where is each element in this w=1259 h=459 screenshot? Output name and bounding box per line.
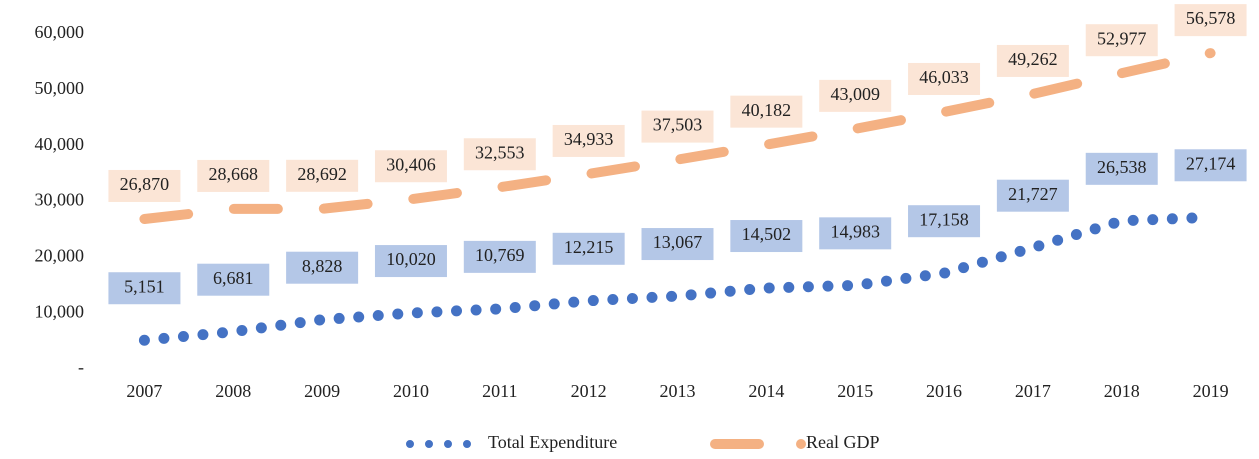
label-box: [1174, 4, 1247, 37]
legend-marker: [796, 439, 806, 449]
label-box: [552, 232, 625, 265]
label-box: [374, 245, 447, 278]
data-label: 12,215: [564, 237, 614, 257]
data-label: 26,538: [1097, 157, 1147, 177]
label-box: [819, 79, 892, 112]
label-box: [996, 44, 1069, 77]
data-label: 17,158: [919, 209, 969, 229]
label-box: [996, 179, 1069, 212]
x-tick-label: 2019: [1193, 381, 1229, 401]
label-box: [1085, 24, 1158, 57]
data-label: 56,578: [1186, 8, 1236, 28]
label-box: [374, 150, 447, 183]
data-label: 13,067: [653, 232, 703, 252]
data-label: 10,769: [475, 245, 525, 265]
data-label: 8,828: [302, 256, 343, 276]
label-box: [197, 159, 270, 192]
x-tick-label: 2016: [926, 381, 962, 401]
x-tick-label: 2018: [1104, 381, 1140, 401]
data-label: 32,553: [475, 142, 525, 162]
data-label: 27,174: [1186, 153, 1236, 173]
data-label: 43,009: [830, 84, 880, 104]
label-box: [908, 205, 981, 238]
x-tick-label: 2014: [748, 381, 784, 401]
label-box: [286, 159, 359, 192]
label-box: [197, 263, 270, 296]
x-tick-label: 2017: [1015, 381, 1051, 401]
data-label: 40,182: [742, 100, 792, 120]
label-box: [463, 138, 536, 171]
x-tick-label: 2013: [660, 381, 696, 401]
x-tick-label: 2009: [304, 381, 340, 401]
label-box: [1174, 149, 1247, 182]
x-tick-label: 2008: [215, 381, 251, 401]
label-box: [108, 272, 181, 305]
label-box: [1085, 152, 1158, 185]
label-box: [641, 228, 714, 261]
data-label: 34,933: [564, 129, 614, 149]
series-line: [138, 211, 1217, 346]
data-label: 5,151: [124, 276, 165, 296]
label-box: [552, 124, 625, 157]
label-box: [730, 220, 803, 253]
label-box: [730, 95, 803, 128]
data-label: 46,033: [919, 67, 969, 87]
x-tick-label: 2011: [482, 381, 517, 401]
legend-label: Total Expenditure: [488, 432, 617, 452]
legend-label: Real GDP: [806, 432, 880, 452]
label-box: [108, 169, 181, 202]
data-label: 49,262: [1008, 49, 1058, 69]
label-box: [908, 62, 981, 95]
x-tick-label: 2007: [126, 381, 162, 401]
y-tick-label: 40,000: [35, 134, 85, 154]
y-tick-label: 60,000: [35, 22, 85, 42]
y-tick-label: 20,000: [35, 245, 85, 265]
y-tick-label: 50,000: [35, 78, 85, 98]
data-label: 10,020: [386, 249, 436, 269]
data-label: 14,983: [830, 221, 880, 241]
y-tick-label: 30,000: [35, 190, 85, 210]
label-box: [819, 217, 892, 250]
data-label: 28,692: [297, 164, 347, 184]
data-label: 28,668: [209, 164, 259, 184]
data-label: 14,502: [742, 224, 792, 244]
y-tick-label: 10,000: [35, 301, 85, 321]
label-box: [286, 251, 359, 284]
data-label: 26,870: [120, 174, 170, 194]
data-label: 37,503: [653, 115, 703, 135]
y-tick-label: -: [78, 357, 84, 377]
data-label: 52,977: [1097, 28, 1147, 48]
data-label: 21,727: [1008, 184, 1058, 204]
data-label: 30,406: [386, 154, 436, 174]
label-box: [463, 240, 536, 273]
x-tick-label: 2010: [393, 381, 429, 401]
label-box: [641, 110, 714, 143]
x-tick-label: 2012: [571, 381, 607, 401]
x-tick-label: 2015: [837, 381, 873, 401]
data-label: 6,681: [213, 268, 254, 288]
series-line: [139, 48, 1216, 224]
